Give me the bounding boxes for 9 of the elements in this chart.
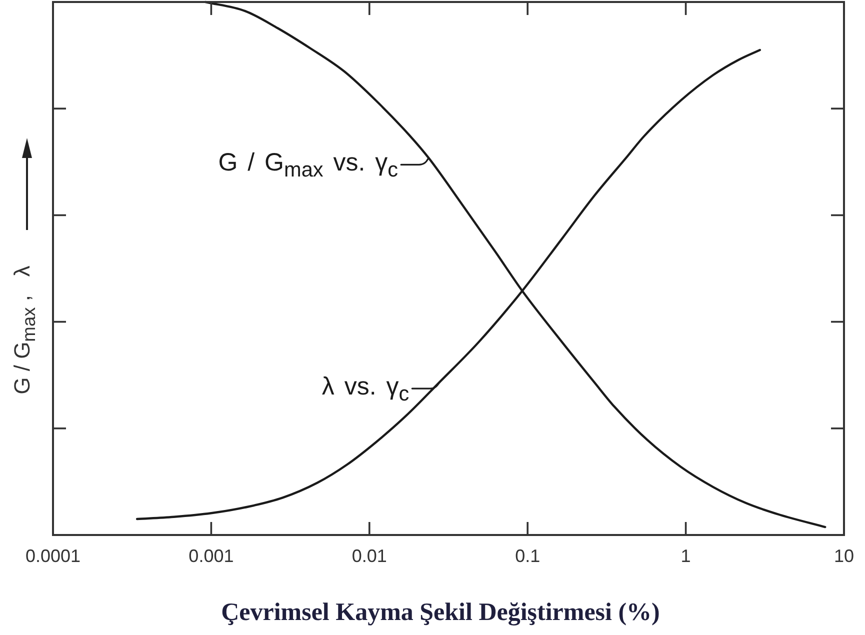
x-tick-label: 10 xyxy=(834,546,854,566)
x-tick-label: 0.001 xyxy=(188,546,234,566)
x-tick-label: 0.1 xyxy=(515,546,540,566)
annotation: λ vs. γ$_{c}$ xyxy=(322,372,410,406)
x-tick-label: 0.01 xyxy=(352,546,387,566)
x-tick-label: 0.0001 xyxy=(25,546,81,566)
x-tick-label: 1 xyxy=(680,546,691,566)
annotation: G / G$_{max}$ vs. γ$_{c}$ xyxy=(218,148,398,182)
x-axis-title: Çevrimsel Kayma Şekil Değiştirmesi (%) xyxy=(221,599,660,626)
